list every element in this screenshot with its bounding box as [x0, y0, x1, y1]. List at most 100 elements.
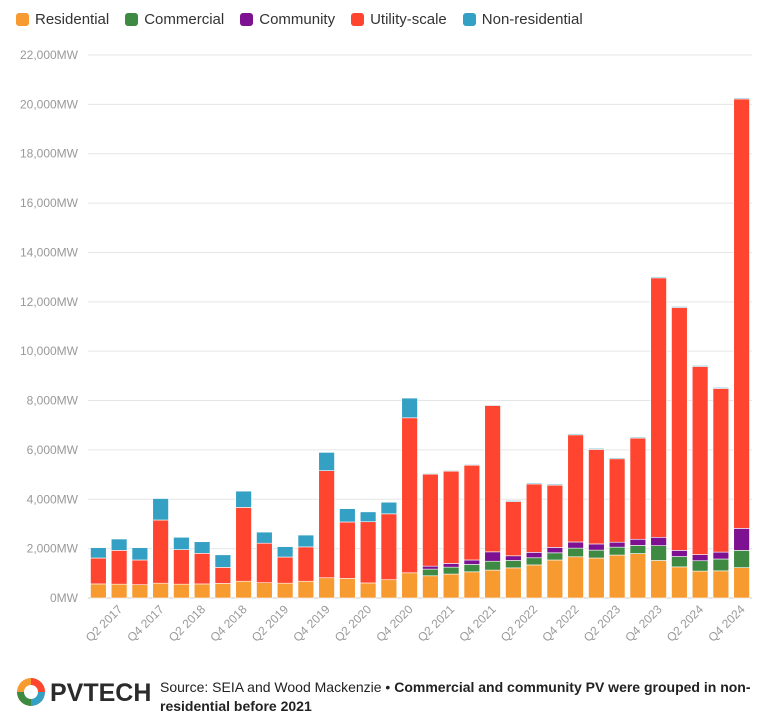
bar-segment-residential[interactable]: [608, 554, 626, 599]
bar-segment-commercial[interactable]: [442, 566, 460, 575]
bar-segment-non-residential[interactable]: [546, 483, 564, 486]
bar-segment-residential[interactable]: [691, 570, 709, 599]
bar-segment-utility-scale[interactable]: [90, 557, 107, 585]
bar-segment-commercial[interactable]: [525, 557, 543, 566]
bar-segment-community[interactable]: [463, 559, 481, 565]
bar-segment-community[interactable]: [505, 555, 522, 561]
bar-segment-community[interactable]: [629, 538, 647, 546]
bar-segment-utility-scale[interactable]: [110, 550, 128, 585]
bar-segment-utility-scale[interactable]: [276, 556, 294, 584]
bar-segment-utility-scale[interactable]: [691, 366, 709, 555]
bar-segment-residential[interactable]: [712, 570, 730, 599]
bar-segment-residential[interactable]: [505, 567, 522, 599]
bar-segment-community[interactable]: [691, 554, 709, 562]
bar-segment-non-residential[interactable]: [588, 448, 605, 450]
bar-segment-utility-scale[interactable]: [339, 521, 356, 579]
bar-segment-non-residential[interactable]: [110, 538, 128, 551]
legend-item[interactable]: Utility-scale: [351, 11, 447, 28]
bar-segment-utility-scale[interactable]: [131, 559, 149, 585]
bar-segment-community[interactable]: [733, 528, 750, 551]
bar-segment-residential[interactable]: [235, 580, 252, 599]
bar-segment-residential[interactable]: [297, 580, 315, 599]
bar-segment-residential[interactable]: [110, 583, 128, 599]
bar-segment-non-residential[interactable]: [276, 546, 294, 558]
bar-segment-commercial[interactable]: [733, 550, 750, 568]
bar-segment-community[interactable]: [567, 541, 584, 549]
bar-segment-non-residential[interactable]: [401, 397, 418, 419]
bar-segment-residential[interactable]: [733, 567, 750, 599]
bar-segment-utility-scale[interactable]: [671, 307, 688, 551]
bar-segment-residential[interactable]: [152, 582, 169, 599]
bar-segment-residential[interactable]: [650, 560, 667, 599]
bar-segment-commercial[interactable]: [484, 560, 501, 571]
bar-segment-community[interactable]: [608, 541, 626, 548]
bar-segment-utility-scale[interactable]: [173, 549, 190, 585]
bar-segment-residential[interactable]: [629, 553, 647, 599]
bar-segment-non-residential[interactable]: [733, 97, 750, 100]
bar-segment-non-residential[interactable]: [235, 490, 252, 508]
bar-segment-non-residential[interactable]: [484, 404, 501, 406]
bar-segment-commercial[interactable]: [650, 545, 667, 561]
bar-segment-residential[interactable]: [214, 583, 232, 599]
legend-item[interactable]: Non-residential: [462, 11, 583, 28]
bar-segment-non-residential[interactable]: [90, 547, 107, 559]
bar-segment-utility-scale[interactable]: [401, 417, 418, 574]
bar-segment-residential[interactable]: [525, 564, 543, 599]
bar-segment-non-residential[interactable]: [567, 433, 584, 436]
bar-segment-non-residential[interactable]: [422, 473, 439, 475]
bar-segment-community[interactable]: [671, 550, 688, 557]
bar-segment-residential[interactable]: [90, 583, 107, 599]
bar-segment-utility-scale[interactable]: [214, 567, 232, 584]
bar-segment-utility-scale[interactable]: [318, 470, 335, 579]
bar-segment-commercial[interactable]: [691, 560, 709, 572]
bar-segment-non-residential[interactable]: [173, 536, 190, 550]
bar-segment-community[interactable]: [442, 563, 460, 568]
bar-segment-non-residential[interactable]: [380, 501, 398, 515]
bar-segment-community[interactable]: [484, 551, 501, 562]
bar-segment-residential[interactable]: [318, 577, 335, 599]
bar-segment-residential[interactable]: [131, 584, 149, 599]
bar-segment-utility-scale[interactable]: [733, 98, 750, 529]
bar-segment-non-residential[interactable]: [339, 508, 356, 523]
bar-segment-residential[interactable]: [359, 582, 377, 599]
bar-segment-non-residential[interactable]: [629, 436, 647, 439]
bar-segment-residential[interactable]: [276, 582, 294, 599]
bar-segment-utility-scale[interactable]: [442, 470, 460, 564]
bar-segment-community[interactable]: [546, 547, 564, 554]
bar-segment-commercial[interactable]: [505, 560, 522, 569]
bar-segment-commercial[interactable]: [608, 546, 626, 556]
bar-segment-utility-scale[interactable]: [422, 473, 439, 567]
bar-segment-residential[interactable]: [422, 575, 439, 599]
bar-segment-utility-scale[interactable]: [629, 437, 647, 540]
bar-segment-utility-scale[interactable]: [297, 546, 315, 582]
bar-segment-residential[interactable]: [401, 572, 418, 599]
bar-segment-residential[interactable]: [442, 573, 460, 599]
bar-segment-utility-scale[interactable]: [650, 277, 667, 538]
bar-segment-utility-scale[interactable]: [463, 464, 481, 561]
bar-segment-residential[interactable]: [193, 583, 211, 599]
bar-segment-commercial[interactable]: [712, 558, 730, 572]
bar-segment-non-residential[interactable]: [442, 470, 460, 472]
bar-segment-community[interactable]: [588, 543, 605, 551]
bar-segment-utility-scale[interactable]: [380, 513, 398, 581]
bar-segment-community[interactable]: [422, 565, 439, 570]
bar-segment-non-residential[interactable]: [318, 452, 335, 471]
bar-segment-utility-scale[interactable]: [359, 521, 377, 584]
bar-segment-residential[interactable]: [173, 583, 190, 599]
bar-segment-commercial[interactable]: [422, 568, 439, 577]
bar-segment-commercial[interactable]: [463, 564, 481, 573]
bar-segment-utility-scale[interactable]: [525, 483, 543, 553]
bar-segment-residential[interactable]: [256, 582, 273, 599]
bar-segment-residential[interactable]: [671, 566, 688, 599]
bar-segment-utility-scale[interactable]: [152, 519, 169, 584]
bar-segment-non-residential[interactable]: [297, 534, 315, 548]
bar-segment-non-residential[interactable]: [608, 457, 626, 460]
bar-segment-non-residential[interactable]: [193, 541, 211, 554]
bar-segment-utility-scale[interactable]: [567, 434, 584, 543]
bar-segment-non-residential[interactable]: [152, 498, 169, 521]
bar-segment-utility-scale[interactable]: [193, 553, 211, 585]
bar-segment-non-residential[interactable]: [359, 511, 377, 523]
bar-segment-non-residential[interactable]: [712, 387, 730, 389]
legend-item[interactable]: Residential: [16, 11, 109, 28]
bar-segment-utility-scale[interactable]: [546, 484, 564, 548]
